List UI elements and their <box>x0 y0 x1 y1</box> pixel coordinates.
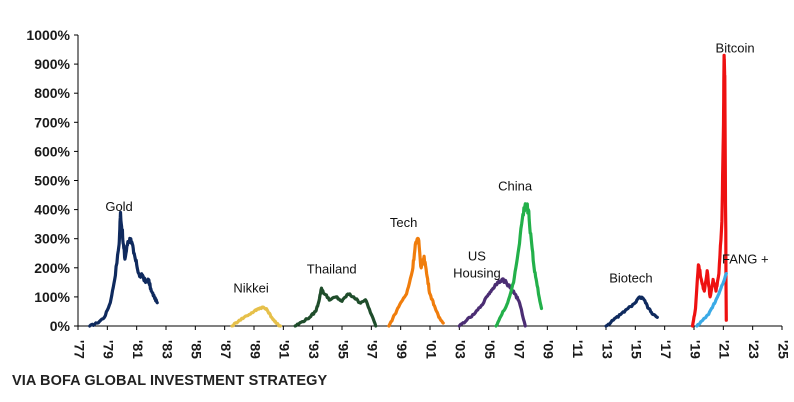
y-tick-label: 300% <box>34 231 70 247</box>
x-tick-label: '15 <box>629 340 645 359</box>
y-tick-label: 800% <box>34 85 70 101</box>
y-axis: 0% 100% 200% 300% 400% 500% 600% 700% 800% 900% 10… <box>26 27 79 334</box>
series-line-nikkei <box>230 305 282 328</box>
y-tick-label: 900% <box>34 56 70 72</box>
x-tick-label: '25 <box>775 340 791 359</box>
x-tick-label: '05 <box>482 340 498 359</box>
x-tick-label: '89 <box>247 340 263 359</box>
x-tick-label: '09 <box>541 340 557 359</box>
source-note: VIA BOFA GLOBAL INVESTMENT STRATEGY <box>12 373 328 389</box>
series-line-china <box>494 202 544 328</box>
chart: 0% 100% 200% 300% 400% 500% 600% 700% 800% 900% 10… <box>26 27 791 359</box>
y-tick-label: 100% <box>34 289 70 305</box>
y-tick-label: 0% <box>50 318 71 334</box>
x-tick-label: '11 <box>570 340 586 358</box>
series-label-nikkei: Nikkei <box>233 281 269 296</box>
y-tick-label: 400% <box>34 202 70 218</box>
x-tick-label: '17 <box>658 340 674 359</box>
x-tick-label: '07 <box>511 340 527 359</box>
series-label-us-housing: US <box>468 249 486 264</box>
x-tick-label: '85 <box>189 340 205 359</box>
x-tick-label: '01 <box>423 340 439 359</box>
x-tick-label: '93 <box>306 340 322 359</box>
series-line-gold <box>88 210 159 328</box>
x-tick-label: '79 <box>101 340 117 359</box>
series-labels: Gold Nikkei Thailand Tech US Housing China Biot… <box>105 40 768 295</box>
series-line-fang <box>695 272 728 328</box>
x-tick-label: '99 <box>394 340 410 359</box>
series-label-biotech: Biotech <box>609 270 652 285</box>
x-axis: '77 '79 '81 '83 '85 '87 '89 '91 '93 '95 '97 '99 '01 '… <box>71 325 791 359</box>
x-tick-label: '21 <box>717 340 733 359</box>
series-line-bitcoin <box>690 53 728 328</box>
y-tick-label: 200% <box>34 260 70 276</box>
series-label-thailand: Thailand <box>307 262 357 277</box>
y-tick-label: 1000% <box>26 27 70 43</box>
x-tick-label: '77 <box>71 340 87 359</box>
x-tick-label: '87 <box>218 340 234 359</box>
x-tick-label: '13 <box>599 340 615 359</box>
x-tick-label: '03 <box>453 340 469 359</box>
series-label-china: China <box>498 179 533 194</box>
y-tick-label: 700% <box>34 114 70 130</box>
series-layer <box>88 53 728 328</box>
series-label-bitcoin: Bitcoin <box>716 40 755 55</box>
x-tick-label: '97 <box>365 340 381 359</box>
series-line-us-housing <box>457 277 527 328</box>
x-tick-label: '83 <box>159 340 175 359</box>
x-tick-label: '95 <box>335 340 351 359</box>
series-line-tech <box>387 236 445 328</box>
series-line-biotech <box>604 295 659 328</box>
x-tick-label: '19 <box>687 340 703 359</box>
x-tick-label: '23 <box>746 340 762 359</box>
series-line-thailand <box>293 286 378 328</box>
x-tick-label: '91 <box>277 340 293 359</box>
y-tick-label: 600% <box>34 143 70 159</box>
series-label-us-housing: Housing <box>453 266 501 281</box>
series-label-gold: Gold <box>105 199 132 214</box>
y-tick-label: 500% <box>34 173 70 189</box>
series-label-fang: FANG + <box>722 251 769 266</box>
x-tick-label: '81 <box>130 340 146 359</box>
series-label-tech: Tech <box>390 215 417 230</box>
